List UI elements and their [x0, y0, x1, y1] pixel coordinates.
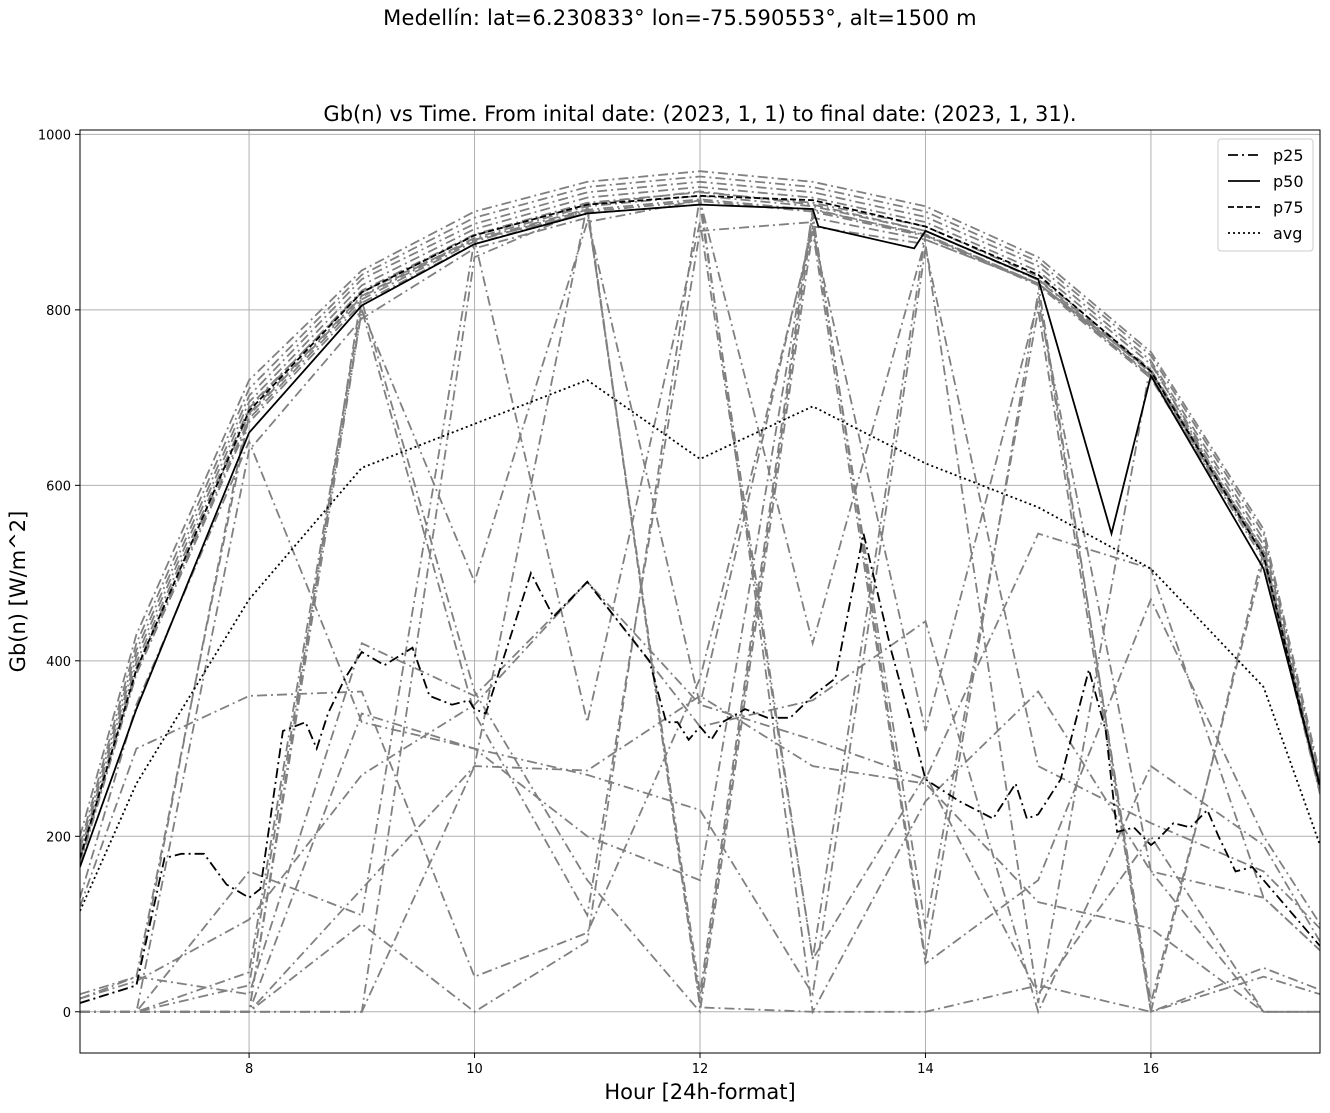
plot-title: Gb(n) vs Time. From inital date: (2023, …	[323, 102, 1076, 126]
daily-series-line-18	[80, 532, 1320, 1000]
series-line-p25	[80, 533, 1320, 1004]
y-tick-label: 400	[46, 655, 71, 670]
daily-series-line-23	[80, 230, 1320, 1014]
series-line-p50	[80, 203, 1320, 868]
daily-series-line-25	[80, 204, 1320, 1013]
legend-box	[1217, 138, 1314, 252]
daily-series-line-13	[80, 216, 1320, 1013]
x-tick-label: 16	[1143, 1062, 1160, 1077]
y-tick-label: 200	[46, 830, 71, 845]
axis-ticks: 8 10 12 14 16 0 200 400 600 800 1000	[38, 128, 1159, 1077]
daily-series-line-1	[80, 175, 1320, 846]
legend-label-p50: p50	[1273, 172, 1304, 191]
figure-suptitle: Medellín: lat=6.230833° lon=-75.590553°,…	[383, 6, 977, 30]
stat-series-lines	[80, 194, 1320, 1004]
x-tick-label: 14	[917, 1062, 934, 1077]
x-tick-label: 8	[245, 1062, 253, 1077]
series-line-p75	[80, 194, 1320, 859]
x-tick-label: 10	[466, 1062, 483, 1077]
y-tick-label: 800	[46, 304, 71, 319]
x-tick-label: 12	[692, 1062, 709, 1077]
y-tick-label: 600	[46, 479, 71, 494]
legend-label-p25: p25	[1273, 146, 1304, 165]
legend-label-avg: avg	[1273, 224, 1302, 243]
daily-series-line-3	[80, 186, 1320, 855]
y-tick-label: 0	[63, 1006, 71, 1021]
daily-series-line-7	[80, 200, 1320, 865]
daily-series-line-15	[80, 213, 1320, 1004]
daily-series-line-22	[80, 221, 1320, 1013]
legend-label-p75: p75	[1273, 198, 1304, 217]
legend: p25 p50 p75 avg	[1217, 138, 1314, 252]
daily-series-line-8	[80, 170, 1320, 837]
y-tick-label: 1000	[38, 128, 71, 143]
x-axis-title: Hour [24h-format]	[604, 1080, 795, 1104]
grid-lines	[80, 130, 1320, 1053]
series-line-avg	[80, 379, 1320, 912]
y-axis-title: Gb(n) [W/m^2]	[6, 511, 30, 673]
